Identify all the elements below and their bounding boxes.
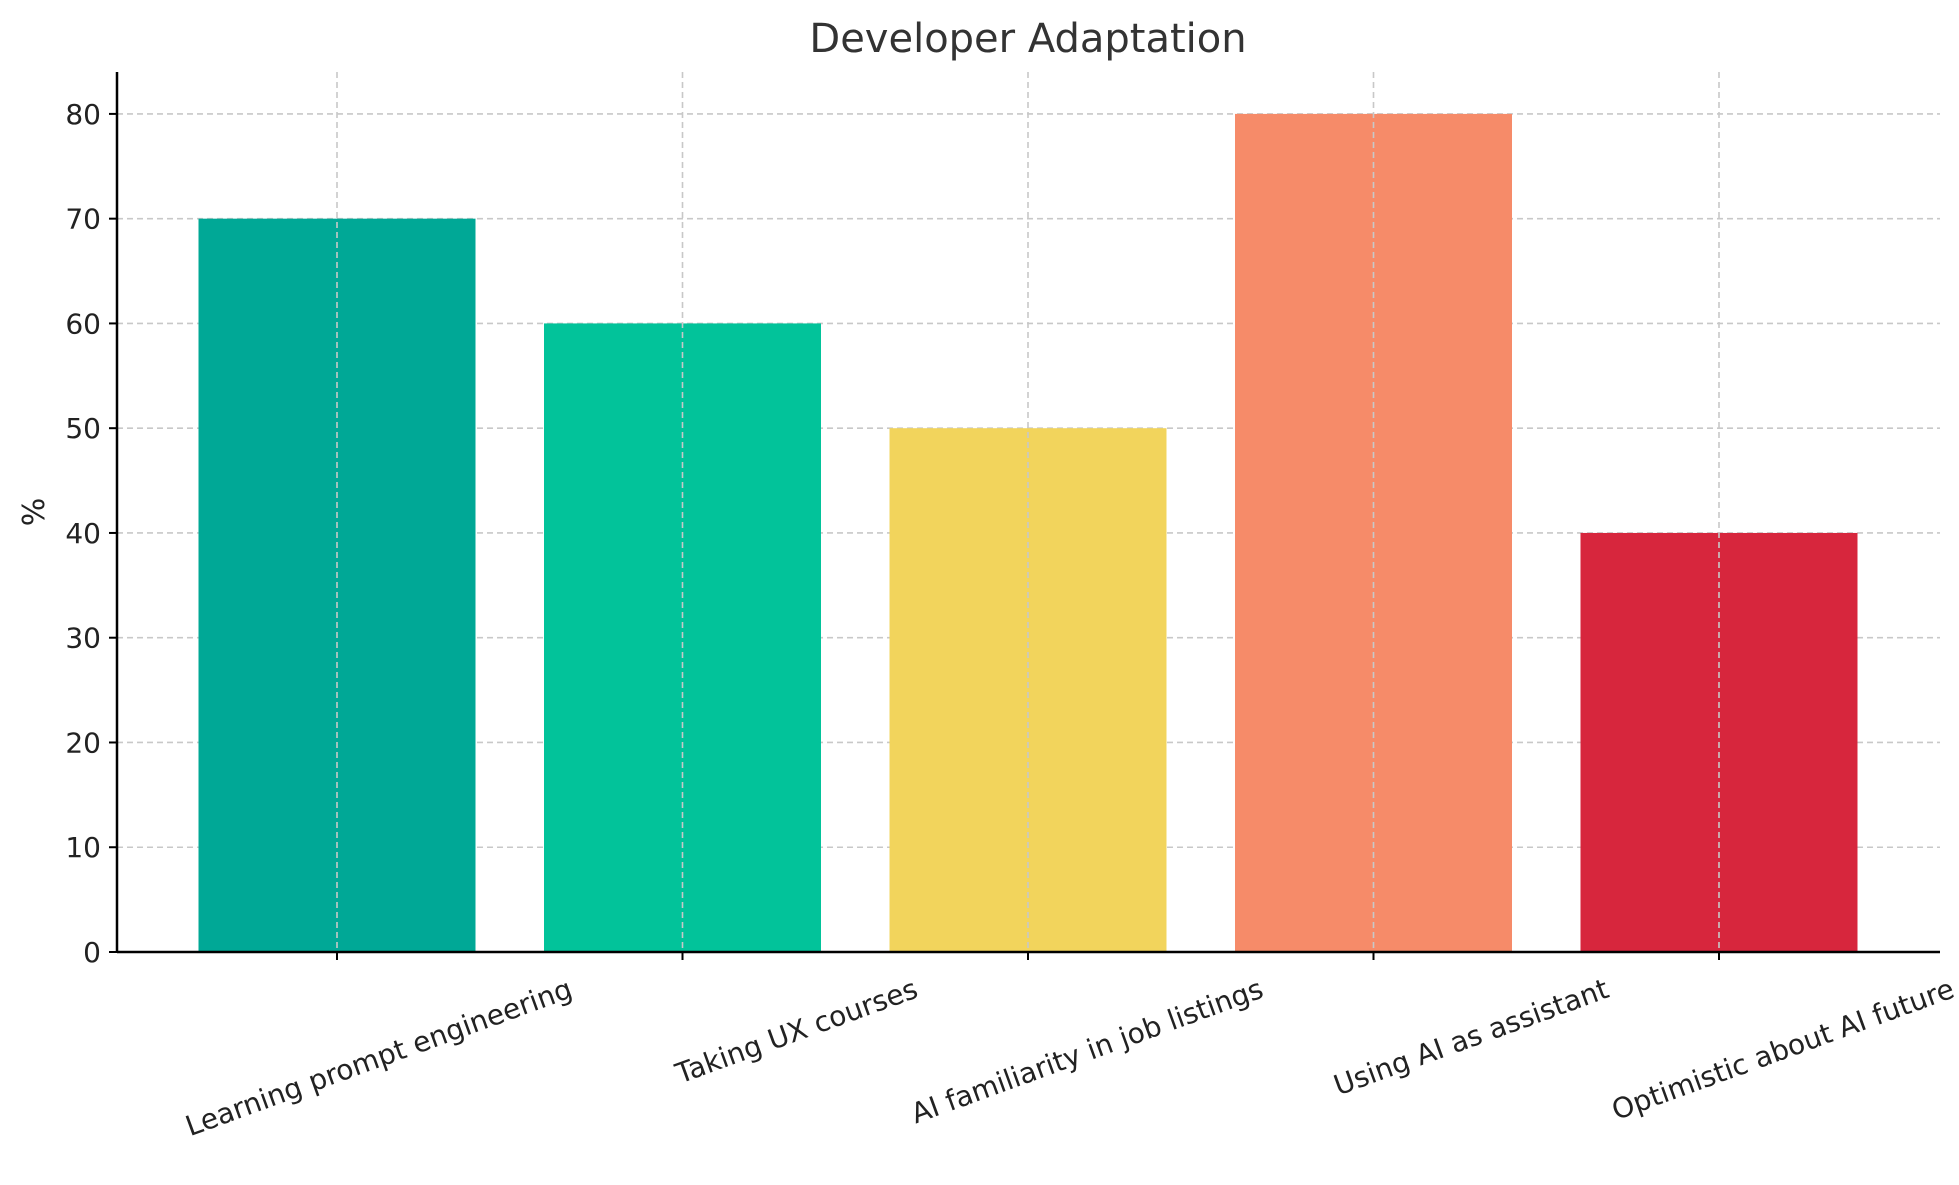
overlay-grid-layer [336,72,1720,952]
y-tick-label: 50 [65,412,101,445]
y-tick-label: 40 [65,517,101,550]
axis-layer [109,72,1940,960]
y-axis-label: % [17,498,52,527]
y-tick-label: 60 [65,307,101,340]
y-tick-label: 10 [65,831,101,864]
x-tick-label: Optimistic about AI future [1607,972,1958,1127]
y-tick-label: 0 [83,936,101,969]
y-tick-label: 30 [65,622,101,655]
x-tick-label: Learning prompt engineering [181,972,576,1143]
y-tick-label: 70 [65,203,101,236]
y-tick-label: 20 [65,726,101,759]
chart-title: Developer Adaptation [809,16,1246,62]
x-tick-label: Using AI as assistant [1329,972,1613,1102]
y-tick-label: 80 [65,98,101,131]
x-tick-label: AI familiarity in job listings [907,972,1268,1130]
x-tick-label: Taking UX courses [670,972,922,1091]
